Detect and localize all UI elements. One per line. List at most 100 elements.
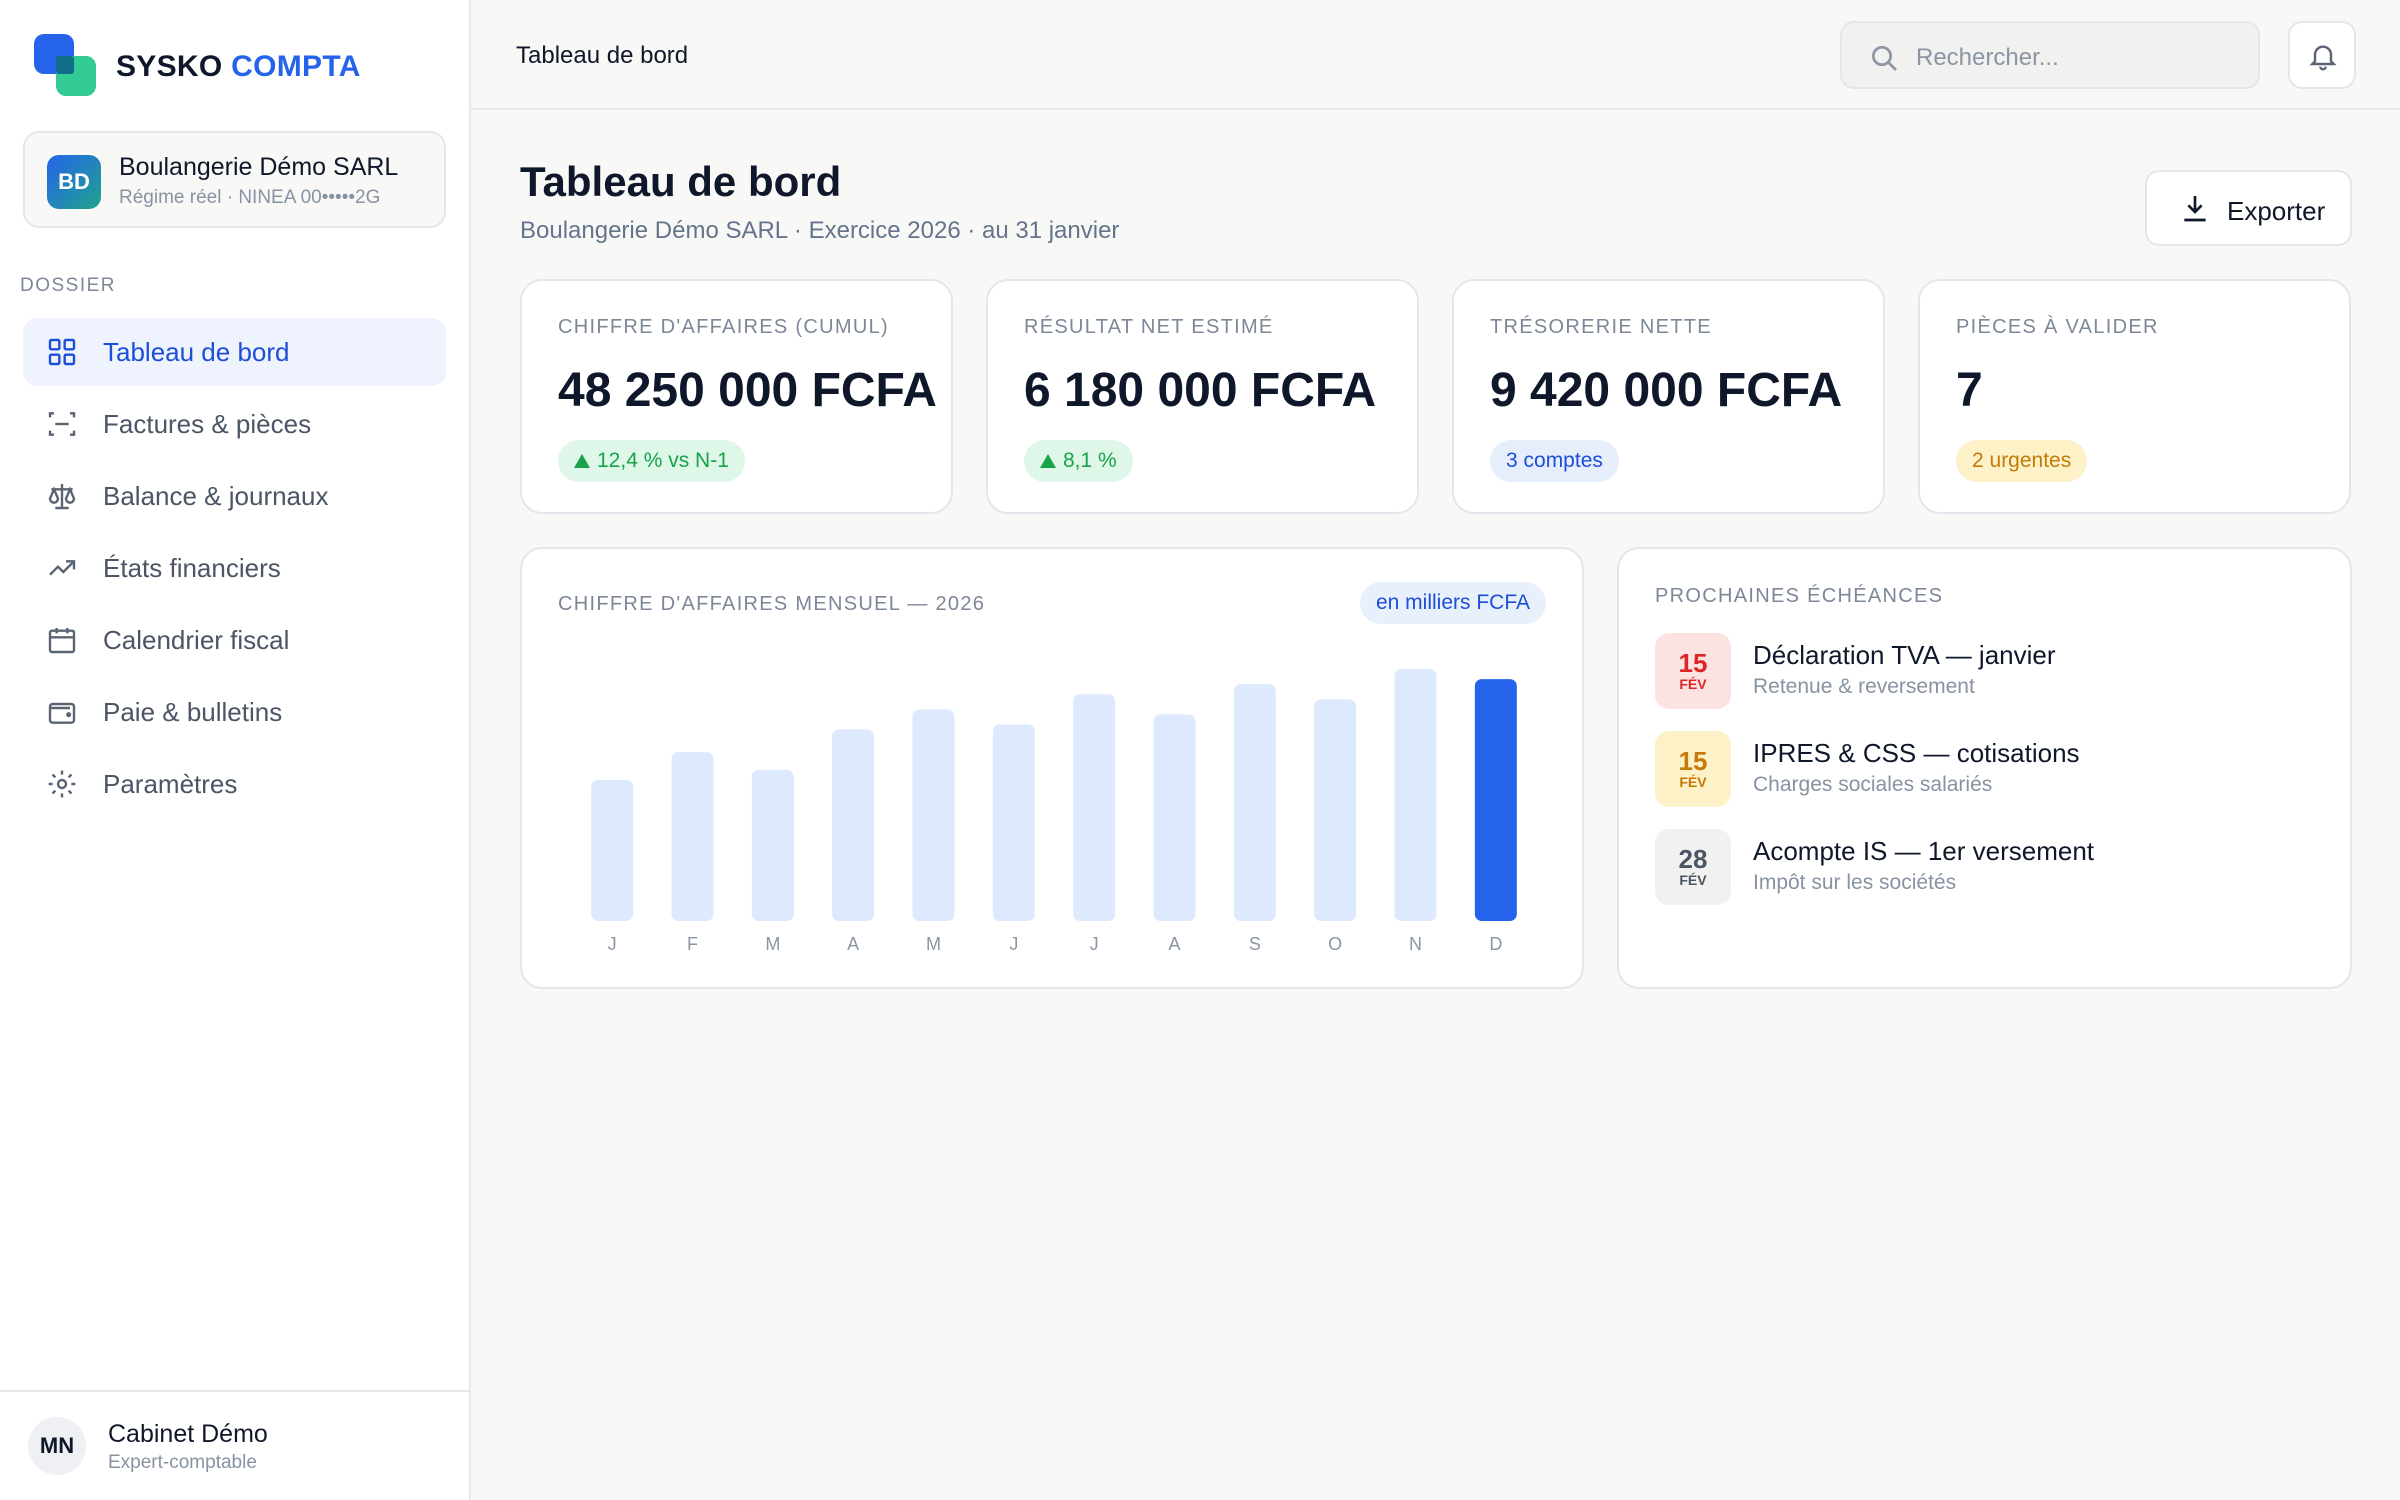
sidebar-item-label: Calendrier fiscal	[103, 624, 290, 655]
company-name: Boulangerie Démo SARL	[119, 153, 399, 181]
chart-tick-label: J	[1009, 934, 1018, 954]
kpi-value: 48 250 000 FCFA	[558, 364, 937, 417]
sidebar-item-factures[interactable]: Factures & pièces	[23, 390, 446, 458]
kpi-value: 9 420 000 FCFA	[1490, 364, 1843, 417]
deadline-title: Acompte IS — 1er versement	[1753, 836, 2095, 866]
avatar: MN	[28, 1417, 86, 1475]
user-name: Cabinet Démo	[108, 1420, 268, 1448]
kpi-badge: 3 comptes	[1490, 440, 1619, 482]
search-placeholder: Rechercher...	[1916, 44, 2059, 71]
sidebar-item-label: Paie & bulletins	[103, 696, 283, 727]
chart-tick-label: D	[1489, 934, 1502, 954]
kpi-value: 7	[1956, 364, 1983, 417]
kpi-card-revenue: CHIFFRE D'AFFAIRES (CUMUL) 48 250 000 FC…	[520, 279, 953, 514]
company-avatar: BD	[47, 155, 101, 209]
monthly-revenue-chart: CHIFFRE D'AFFAIRES MENSUEL — 2026 en mil…	[520, 547, 1584, 989]
kpi-label: RÉSULTAT NET ESTIMÉ	[1024, 316, 1274, 338]
kpi-badge-text: 12,4 % vs N-1	[597, 449, 729, 472]
sidebar-item-paie[interactable]: Paie & bulletins	[23, 678, 446, 746]
chart-tick-label: S	[1249, 934, 1261, 954]
notifications-button[interactable]	[2288, 21, 2356, 89]
sidebar: SYSKO COMPTA BD Boulangerie Démo SARL Ré…	[0, 0, 471, 1500]
brand-name: SYSKO COMPTA	[116, 50, 361, 84]
kpi-badge-text: 3 comptes	[1506, 449, 1603, 472]
chart-tick-label: M	[926, 934, 941, 954]
sidebar-nav: Tableau de bord Factures & pièces Balanc…	[23, 318, 446, 822]
brand-part2: COMPTA	[231, 50, 361, 83]
calendar-icon	[45, 623, 79, 657]
deadline-month: FÉV	[1679, 872, 1707, 888]
chart-tick-label: J	[608, 934, 617, 954]
chart-bar	[832, 729, 875, 921]
user-profile[interactable]: MN Cabinet Démo Expert-comptable	[0, 1390, 469, 1500]
arrow-up-icon	[574, 454, 590, 468]
chart-bar	[992, 724, 1035, 921]
kpi-label: PIÈCES À VALIDER	[1956, 316, 2159, 338]
grid-icon	[45, 335, 79, 369]
chart-bar	[591, 779, 634, 921]
chart-tick-label: N	[1409, 934, 1422, 954]
download-icon	[2184, 196, 2206, 222]
nav-section-label: DOSSIER	[20, 275, 117, 296]
kpi-label: TRÉSORERIE NETTE	[1490, 316, 1712, 338]
bell-icon	[2309, 45, 2337, 71]
deadline-day: 15	[1678, 648, 1708, 678]
deadline-item[interactable]: 28 FÉV Acompte IS — 1er versement Impôt …	[1655, 829, 2315, 909]
kpi-card-pending-documents: PIÈCES À VALIDER 7 2 urgentes	[1918, 279, 2351, 514]
sidebar-item-tableau-de-bord[interactable]: Tableau de bord	[23, 318, 446, 386]
chart-bar	[751, 769, 794, 921]
kpi-card-treasury: TRÉSORERIE NETTE 9 420 000 FCFA 3 compte…	[1452, 279, 1885, 514]
kpi-badge: 2 urgentes	[1956, 440, 2088, 482]
sidebar-item-calendrier-fiscal[interactable]: Calendrier fiscal	[23, 606, 446, 674]
deadline-day: 28	[1678, 844, 1708, 874]
kpi-badge-text: 2 urgentes	[1972, 449, 2072, 472]
upcoming-deadlines: PROCHAINES ÉCHÉANCES 15 FÉV Déclaration …	[1617, 547, 2352, 989]
chart-bar	[912, 709, 955, 921]
sidebar-item-label: Factures & pièces	[103, 408, 312, 439]
kpi-card-net-result: RÉSULTAT NET ESTIMÉ 6 180 000 FCFA 8,1 %	[986, 279, 1419, 514]
chart-tick-label: A	[847, 934, 859, 954]
sidebar-item-balance[interactable]: Balance & journaux	[23, 462, 446, 530]
deadline-title: Déclaration TVA — janvier	[1753, 640, 2056, 670]
deadline-subtitle: Retenue & reversement	[1753, 675, 1975, 698]
page-subtitle: Boulangerie Démo SARL · Exercice 2026 · …	[520, 217, 1120, 244]
search-input[interactable]: Rechercher...	[1840, 21, 2260, 89]
company-switcher[interactable]: BD Boulangerie Démo SARL Régime réel · N…	[23, 131, 446, 228]
chart-tick-label: O	[1328, 934, 1342, 954]
deadline-title: IPRES & CSS — cotisations	[1753, 738, 2080, 768]
deadline-item[interactable]: 15 FÉV IPRES & CSS — cotisations Charges…	[1655, 731, 2315, 811]
chart-title: CHIFFRE D'AFFAIRES MENSUEL — 2026	[558, 593, 986, 615]
kpi-label: CHIFFRE D'AFFAIRES (CUMUL)	[558, 316, 889, 338]
scale-icon	[45, 479, 79, 513]
brand-part1: SYSKO	[116, 50, 223, 83]
kpi-badge: 12,4 % vs N-1	[558, 440, 745, 482]
gear-icon	[45, 767, 79, 801]
kpi-value: 6 180 000 FCFA	[1024, 364, 1377, 417]
chart-tick-label: M	[765, 934, 780, 954]
chart-bar	[1314, 699, 1357, 921]
kpi-badge: 8,1 %	[1024, 440, 1133, 482]
wallet-icon	[45, 695, 79, 729]
page-title: Tableau de bord	[520, 158, 842, 205]
chart-bar	[1233, 684, 1276, 921]
search-icon	[1872, 46, 1897, 71]
deadline-item[interactable]: 15 FÉV Déclaration TVA — janvier Retenue…	[1655, 633, 2315, 713]
chart-unit-badge: en milliers FCFA	[1359, 582, 1546, 624]
chart-bar	[1474, 679, 1517, 921]
deadline-month: FÉV	[1679, 774, 1707, 790]
sidebar-item-etats-financiers[interactable]: États financiers	[23, 534, 446, 602]
chart-bar	[1394, 669, 1437, 921]
export-label: Exporter	[2227, 196, 2326, 226]
trending-up-icon	[45, 551, 79, 585]
sidebar-item-parametres[interactable]: Paramètres	[23, 750, 446, 818]
sidebar-item-label: Tableau de bord	[103, 336, 290, 367]
chart-tick-label: J	[1090, 934, 1099, 954]
export-button[interactable]: Exporter	[2145, 170, 2352, 246]
deadline-month: FÉV	[1679, 676, 1707, 692]
chart-tick-label: A	[1168, 934, 1180, 954]
breadcrumb: Tableau de bord	[516, 42, 689, 69]
arrow-up-icon	[1040, 454, 1056, 468]
chart-bar	[671, 752, 714, 921]
logo-icon	[34, 34, 98, 98]
